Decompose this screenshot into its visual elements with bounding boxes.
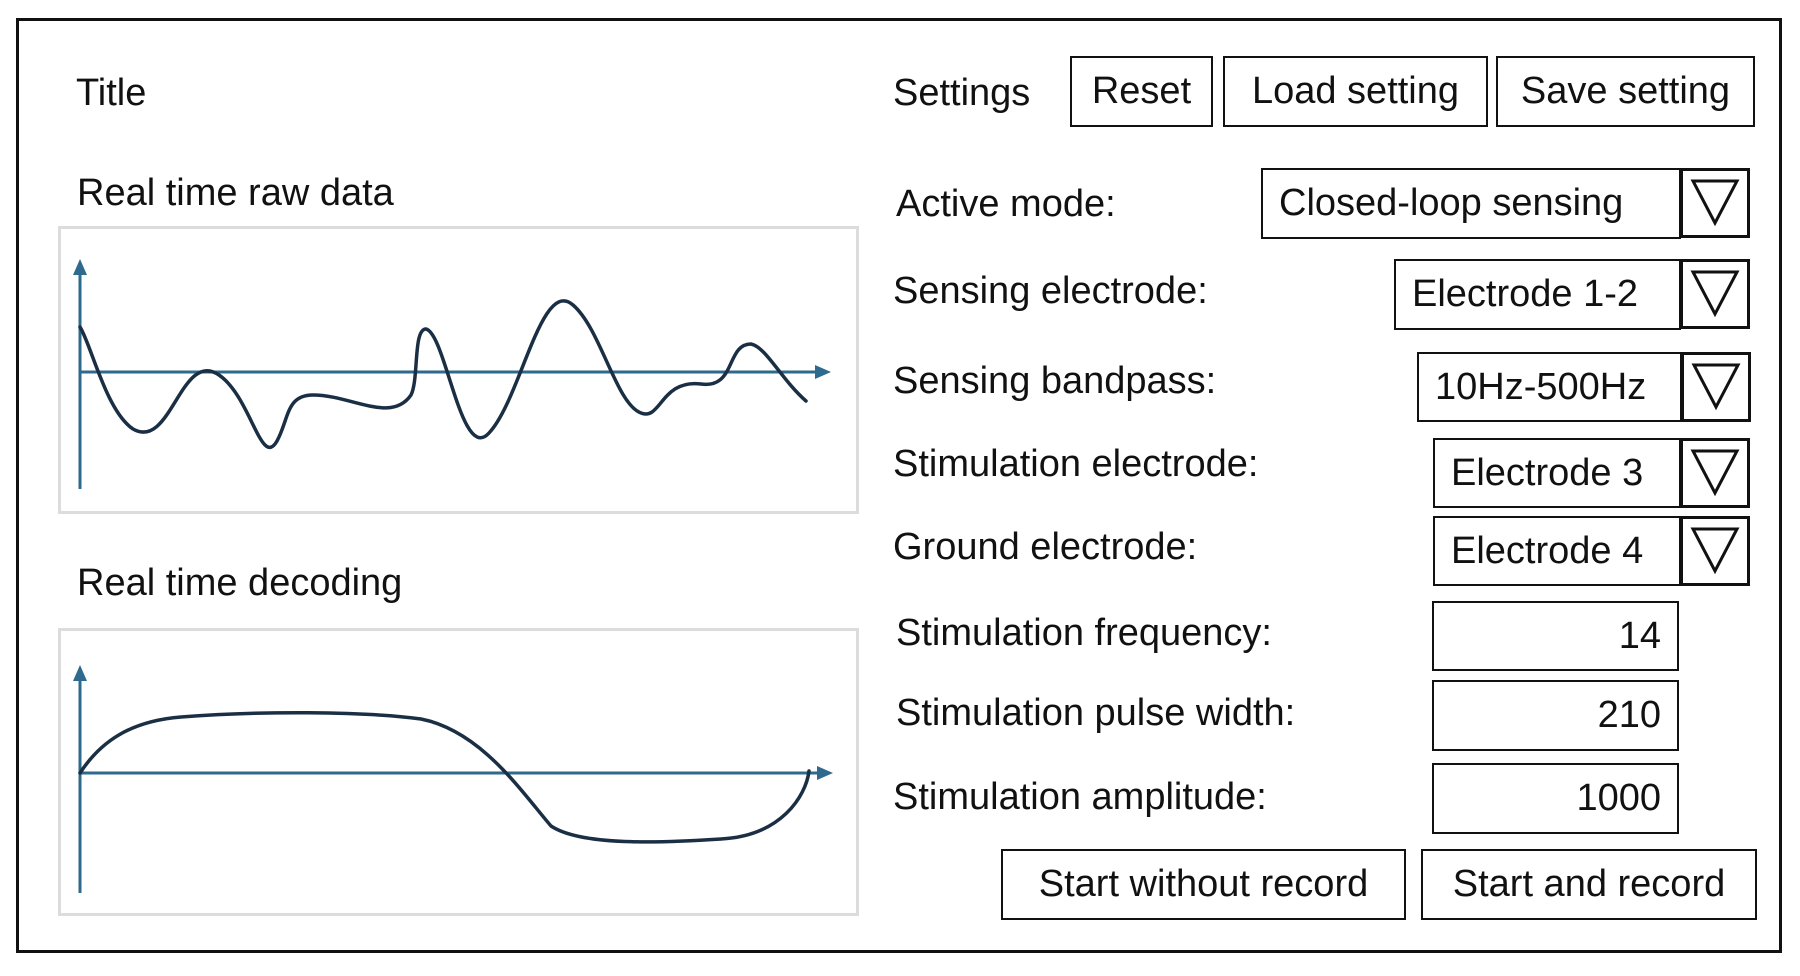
stimulation-frequency-label: Stimulation frequency:: [896, 612, 1272, 654]
active-mode-select[interactable]: Closed-loop sensing: [1261, 168, 1681, 239]
sensing-bandpass-label: Sensing bandpass:: [893, 360, 1217, 402]
decoding-plot: [58, 628, 859, 916]
decoding-label: Real time decoding: [77, 562, 403, 604]
x-axis-arrow-icon: [815, 365, 831, 379]
stimulation-pulse-width-input[interactable]: 210: [1432, 680, 1679, 751]
triangle-down-icon: [1690, 527, 1740, 575]
active-mode-dropdown-button[interactable]: [1680, 168, 1750, 238]
ground-electrode-dropdown-button[interactable]: [1680, 516, 1750, 586]
triangle-down-icon: [1690, 179, 1740, 227]
page-title: Title: [76, 72, 147, 114]
active-mode-label: Active mode:: [896, 183, 1116, 225]
stimulation-electrode-dropdown-button[interactable]: [1680, 438, 1750, 508]
raw-signal-trace: [78, 299, 808, 450]
y-axis-arrow-icon: [73, 665, 87, 681]
sensing-electrode-label: Sensing electrode:: [893, 270, 1208, 312]
stimulation-electrode-label: Stimulation electrode:: [893, 443, 1259, 485]
triangle-down-icon: [1691, 363, 1741, 411]
reset-button[interactable]: Reset: [1070, 56, 1213, 127]
load-setting-button[interactable]: Load setting: [1223, 56, 1488, 127]
raw-data-plot: [58, 226, 859, 514]
start-and-record-button[interactable]: Start and record: [1421, 849, 1757, 920]
triangle-down-icon: [1690, 270, 1740, 318]
app-window: [16, 18, 1782, 953]
raw-data-label: Real time raw data: [77, 172, 394, 214]
stimulation-electrode-select[interactable]: Electrode 3: [1433, 438, 1681, 508]
stimulation-amplitude-input[interactable]: 1000: [1432, 763, 1679, 834]
ground-electrode-select[interactable]: Electrode 4: [1433, 516, 1681, 586]
triangle-down-icon: [1690, 449, 1740, 497]
start-without-record-button[interactable]: Start without record: [1001, 849, 1406, 920]
ground-electrode-label: Ground electrode:: [893, 526, 1198, 568]
y-axis-arrow-icon: [73, 259, 87, 275]
settings-label: Settings: [893, 72, 1031, 114]
sensing-electrode-select[interactable]: Electrode 1-2: [1394, 259, 1681, 330]
stimulation-frequency-input[interactable]: 14: [1432, 601, 1679, 671]
save-setting-button[interactable]: Save setting: [1496, 56, 1755, 127]
sensing-electrode-dropdown-button[interactable]: [1680, 259, 1750, 329]
x-axis-arrow-icon: [817, 766, 833, 780]
stimulation-pulse-width-label: Stimulation pulse width:: [896, 692, 1296, 734]
sensing-bandpass-dropdown-button[interactable]: [1681, 352, 1751, 422]
sensing-bandpass-select[interactable]: 10Hz-500Hz: [1417, 352, 1682, 422]
decoding-trace: [78, 710, 811, 844]
stimulation-amplitude-label: Stimulation amplitude:: [893, 776, 1267, 818]
